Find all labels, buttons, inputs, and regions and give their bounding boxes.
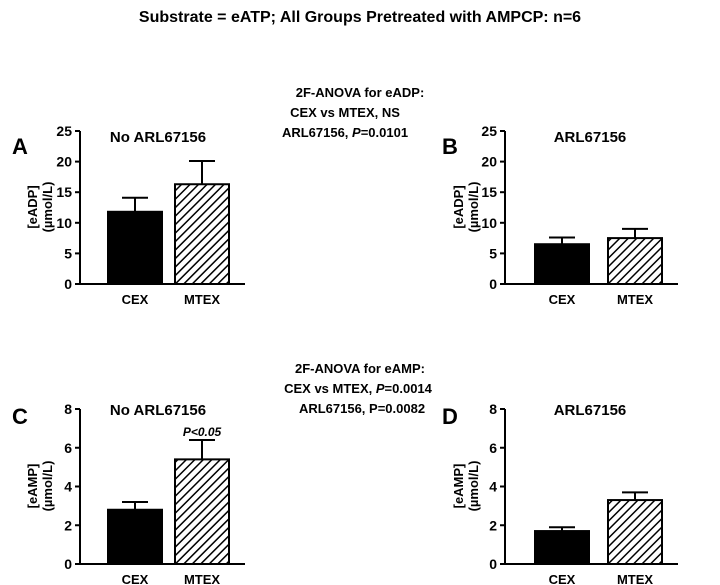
panel-a: A No ARL67156 [eADP] (µmol/L) 0 5 10 15 20 25 CEX M… [12,123,245,307]
y-tick-label: 8 [489,401,497,417]
panel-subtitle: No ARL67156 [110,402,206,419]
y-tick-label: 2 [489,517,497,533]
y-tick-label: 4 [489,479,497,495]
y-tick-label: 0 [64,276,72,292]
anova-bottom-line3: ARL67156, P=0.0082 [299,401,425,416]
significance-label: P<0.05 [183,425,222,439]
x-tick-label: MTEX [184,572,220,585]
anova-bottom-line1: 2F-ANOVA for eAMP: [295,361,425,376]
y-tick-label: 10 [56,215,72,231]
y-axis-label: [eAMP] [25,464,40,509]
y-tick-label: 15 [481,184,497,200]
y-tick-label: 8 [64,401,72,417]
bar-cex [534,530,590,565]
y-axis-unit-label: (µmol/L) [40,182,55,233]
y-tick-label: 5 [489,245,497,261]
x-tick-label: CEX [122,292,149,307]
y-tick-label: 5 [64,245,72,261]
panel-d: D ARL67156 [eAMP] (µmol/L) 0 2 4 6 8 CEX MTEX [442,401,678,585]
anova-top-line3: ARL67156, P=0.0101 [282,125,408,140]
x-tick-label: CEX [549,572,576,585]
anova-top-line1: 2F-ANOVA for eADP: [296,85,425,100]
bar-cex [534,243,590,285]
y-axis-label: [eADP] [451,185,466,228]
bar-mtex [174,458,230,565]
anova-top: 2F-ANOVA for eADP: CEX vs MTEX, NS ARL67… [282,85,424,140]
panel-letter: B [442,134,458,159]
y-axis-unit-label: (µmol/L) [40,461,55,512]
y-tick-label: 20 [56,154,72,170]
figure-title: Substrate = eATP; All Groups Pretreated … [139,9,581,26]
panel-subtitle: ARL67156 [554,402,627,419]
y-tick-label: 25 [481,123,497,139]
anova-bottom-line2: CEX vs MTEX, P=0.0014 [284,381,433,396]
y-axis-unit-label: (µmol/L) [466,461,481,512]
x-tick-label: MTEX [617,292,653,307]
y-axis-unit-label: (µmol/L) [466,182,481,233]
y-axis-label: [eADP] [25,185,40,228]
y-axis-label: [eAMP] [451,464,466,509]
bar-cex [107,508,163,565]
panel-letter: A [12,134,28,159]
bar-mtex [607,499,663,565]
y-tick-label: 15 [56,184,72,200]
panel-subtitle: No ARL67156 [110,129,206,146]
panel-subtitle: ARL67156 [554,129,627,146]
y-tick-label: 6 [489,440,497,456]
panel-letter: D [442,404,458,429]
y-tick-label: 0 [489,276,497,292]
y-tick-label: 25 [56,123,72,139]
panel-letter: C [12,404,28,429]
anova-top-line2: CEX vs MTEX, NS [290,105,400,120]
x-tick-label: MTEX [184,292,220,307]
y-tick-label: 20 [481,154,497,170]
y-tick-label: 6 [64,440,72,456]
x-tick-label: MTEX [617,572,653,585]
bar-mtex [607,237,663,286]
panel-c: C No ARL67156 [eAMP] (µmol/L) 0 2 4 6 8 CEX MTEX P<… [12,401,245,585]
y-tick-label: 0 [64,556,72,572]
y-tick-label: 4 [64,479,72,495]
anova-bottom: 2F-ANOVA for eAMP: CEX vs MTEX, P=0.0014… [284,361,433,416]
x-tick-label: CEX [549,292,576,307]
y-tick-label: 0 [489,556,497,572]
bar-cex [107,210,163,285]
x-tick-label: CEX [122,572,149,585]
y-tick-label: 10 [481,215,497,231]
y-tick-label: 2 [64,517,72,533]
bar-mtex [174,183,230,285]
panel-b: B ARL67156 [eADP] (µmol/L) 0 5 10 15 20 25 CEX MTEX [442,123,678,307]
